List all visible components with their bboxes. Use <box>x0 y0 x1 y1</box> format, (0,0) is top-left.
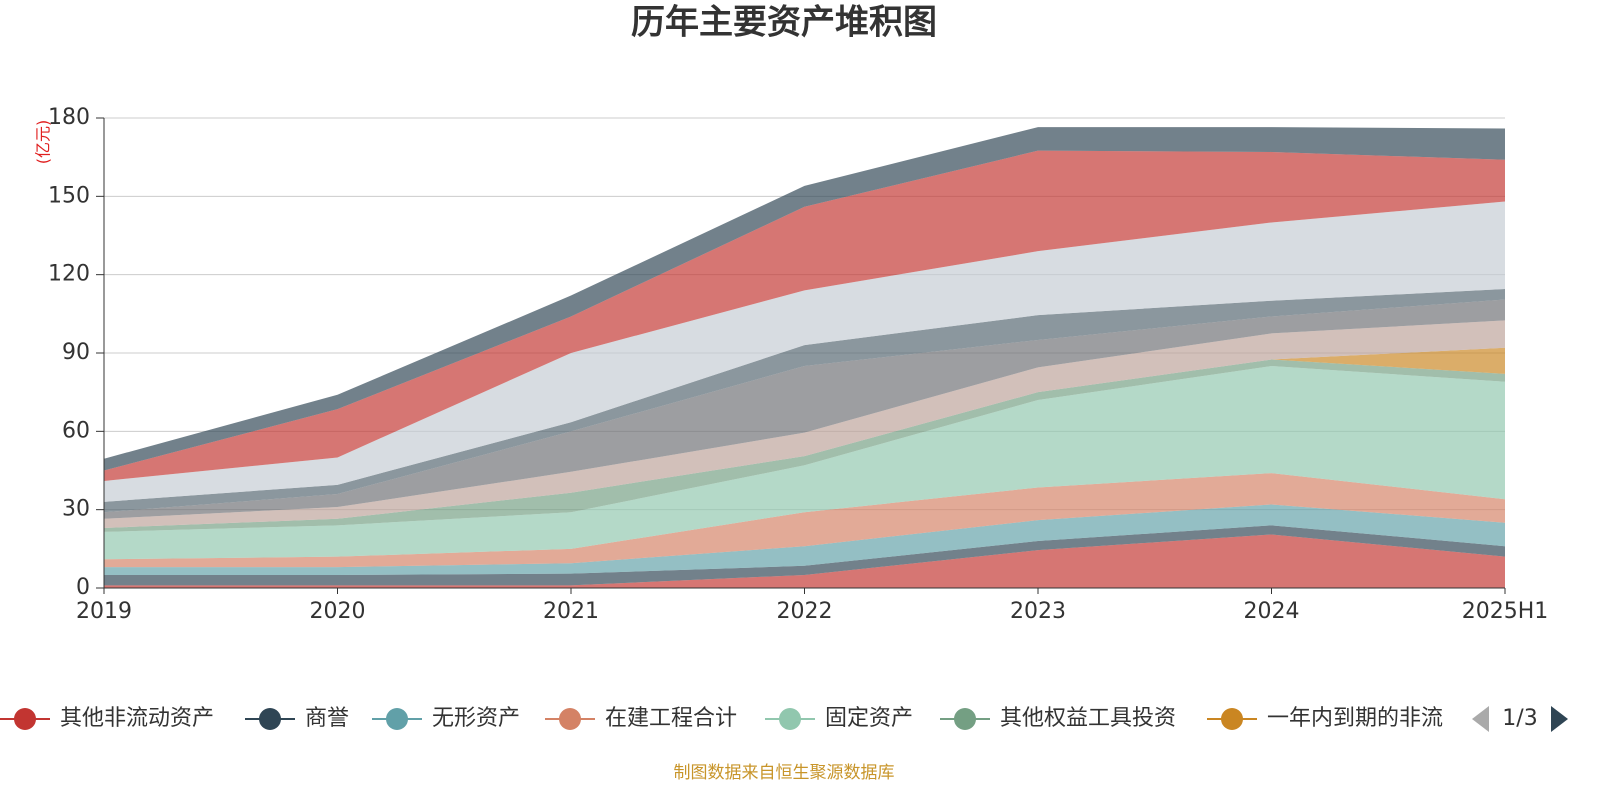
legend-marker <box>1221 708 1243 730</box>
legend-label[interactable]: 其他非流动资产 <box>60 706 214 731</box>
y-tick-label: 150 <box>48 183 90 208</box>
x-tick-label: 2022 <box>777 599 833 624</box>
x-tick-label: 2023 <box>1010 599 1066 624</box>
area <box>104 525 1505 586</box>
legend-marker <box>386 708 408 730</box>
legend-pager: 1/3 <box>1502 706 1537 731</box>
y-tick-label: 60 <box>62 418 90 443</box>
area <box>104 299 1505 519</box>
area <box>104 201 1505 502</box>
legend-next[interactable] <box>1551 706 1568 732</box>
footer: 制图数据来自恒生聚源数据库 <box>674 763 895 783</box>
y-tick-label: 180 <box>48 105 90 130</box>
legend-label[interactable]: 其他权益工具投资 <box>1000 706 1176 731</box>
legend-label[interactable]: 无形资产 <box>432 706 520 731</box>
legend-marker <box>14 708 36 730</box>
legend-label[interactable]: 在建工程合计 <box>605 706 737 731</box>
legend-marker <box>954 708 976 730</box>
legend-marker <box>779 708 801 730</box>
legend-label[interactable]: 固定资产 <box>825 706 913 731</box>
y-tick-label: 120 <box>48 262 90 287</box>
x-tick-label: 2020 <box>310 599 366 624</box>
legend-prev[interactable] <box>1472 706 1489 732</box>
legend-label[interactable]: 商誉 <box>305 706 349 731</box>
area <box>104 320 1505 528</box>
area <box>104 127 1505 471</box>
y-unit: (亿元) <box>34 120 53 165</box>
y-tick-label: 0 <box>76 575 90 600</box>
legend-label[interactable]: 一年内到期的非流 <box>1267 706 1443 731</box>
x-tick-label: 2019 <box>76 599 132 624</box>
area <box>104 534 1505 588</box>
area <box>104 366 1505 560</box>
area <box>104 504 1505 575</box>
area <box>104 473 1505 568</box>
legend-marker <box>259 708 281 730</box>
y-tick-label: 90 <box>62 340 90 365</box>
x-tick-label: 2024 <box>1244 599 1300 624</box>
area <box>104 150 1505 481</box>
x-tick-label: 2021 <box>543 599 599 624</box>
legend-marker <box>559 708 581 730</box>
chart-title: 历年主要资产堆积图 <box>631 3 937 43</box>
x-tick-label: 2025H1 <box>1462 599 1549 624</box>
y-tick-label: 30 <box>62 497 90 522</box>
area <box>104 289 1505 513</box>
